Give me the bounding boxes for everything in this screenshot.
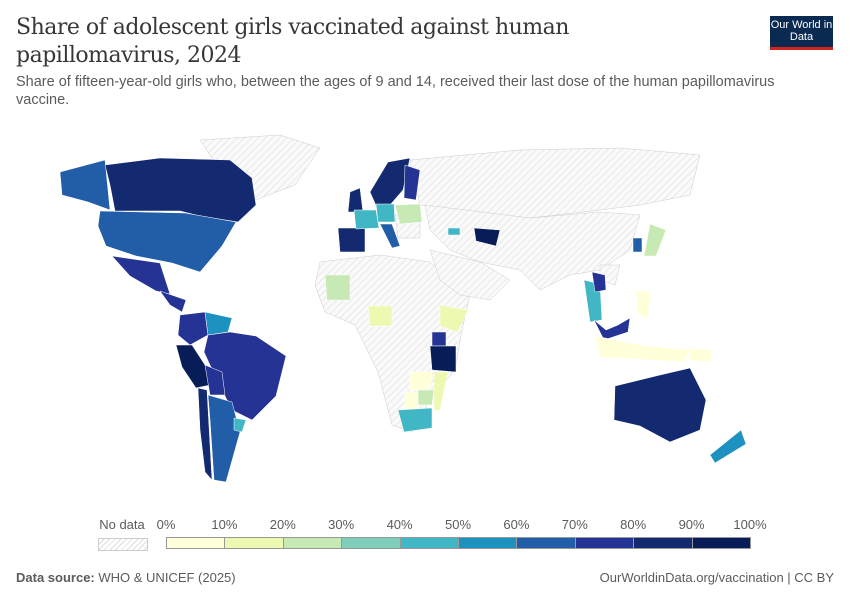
- country-philippines[interactable]: [635, 289, 651, 319]
- legend-bin[interactable]: [166, 537, 226, 549]
- country-nigeria[interactable]: [367, 305, 393, 327]
- country-uk[interactable]: [347, 187, 364, 213]
- country-chile[interactable]: [197, 387, 213, 481]
- country-germany[interactable]: [375, 203, 396, 223]
- country-georgia[interactable]: [447, 227, 461, 236]
- legend-tick: 30%: [328, 517, 355, 532]
- country-tanzania[interactable]: [429, 345, 457, 373]
- country-canada[interactable]: [104, 157, 257, 223]
- country-south-africa[interactable]: [397, 407, 433, 433]
- legend: No data 0% 10% 20% 30% 40% 50% 60% 70% 80% 90% 100…: [0, 515, 850, 555]
- legend-bin[interactable]: [224, 537, 284, 549]
- source-label: Data source:: [16, 570, 95, 585]
- country-scandinavia[interactable]: [369, 157, 411, 211]
- country-eastern-europe[interactable]: [394, 203, 423, 225]
- country-bolivia[interactable]: [204, 364, 226, 396]
- country-mozambique[interactable]: [433, 371, 449, 411]
- source-value: WHO & UNICEF (2025): [98, 570, 236, 585]
- country-central-america[interactable]: [159, 290, 187, 313]
- country-italy[interactable]: [379, 223, 401, 249]
- legend-tick: 90%: [678, 517, 705, 532]
- country-mali[interactable]: [324, 274, 351, 301]
- country-ethiopia[interactable]: [439, 304, 469, 333]
- legend-no-data-label: No data: [99, 517, 145, 532]
- country-zambia[interactable]: [409, 371, 433, 391]
- chart-subtitle: Share of fifteen-year-old girls who, bet…: [16, 74, 775, 108]
- chart-title: Share of adolescent girls vaccinated aga…: [16, 15, 569, 68]
- legend-bin[interactable]: [633, 537, 693, 549]
- country-no-data[interactable]: [429, 249, 511, 301]
- legend-tick: 10%: [211, 517, 238, 532]
- country-laos[interactable]: [591, 271, 607, 293]
- legend-bin[interactable]: [516, 537, 576, 549]
- legend-tick: 60%: [503, 517, 530, 532]
- legend-bin[interactable]: [574, 537, 635, 549]
- country-indonesia[interactable]: [594, 335, 691, 363]
- country-france[interactable]: [353, 209, 380, 230]
- footer-url[interactable]: OurWorldinData.org/vaccination | CC BY: [599, 570, 834, 585]
- country-botswana[interactable]: [404, 391, 419, 411]
- legend-tick: 100%: [733, 517, 767, 532]
- legend-tick: 70%: [561, 517, 588, 532]
- legend-tick: 50%: [444, 517, 472, 532]
- country-mexico[interactable]: [111, 255, 171, 295]
- country-korea[interactable]: [632, 237, 643, 253]
- legend-bin[interactable]: [458, 537, 518, 549]
- legend-tick: 0%: [156, 517, 176, 532]
- country-australia[interactable]: [613, 367, 707, 443]
- country-no-data[interactable]: [424, 204, 641, 291]
- country-uruguay[interactable]: [233, 417, 247, 433]
- legend-tick: 20%: [269, 517, 296, 532]
- country-uganda[interactable]: [431, 331, 447, 347]
- owid-logo[interactable]: Our World in Data: [770, 16, 833, 50]
- country-finland[interactable]: [403, 164, 421, 201]
- country-uzbekistan[interactable]: [473, 227, 501, 247]
- country-usa[interactable]: [97, 210, 237, 273]
- country-png[interactable]: [689, 347, 713, 363]
- country-japan[interactable]: [643, 223, 667, 257]
- country-new-zealand[interactable]: [709, 429, 747, 464]
- country-no-data[interactable]: [409, 147, 701, 219]
- country-venezuela[interactable]: [204, 311, 233, 336]
- legend-tick: 80%: [620, 517, 647, 532]
- legend-bin[interactable]: [341, 537, 401, 549]
- country-colombia[interactable]: [177, 311, 209, 346]
- legend-tick: 40%: [386, 517, 413, 532]
- legend-bin[interactable]: [691, 537, 751, 549]
- country-argentina[interactable]: [207, 394, 241, 483]
- legend-bin[interactable]: [282, 537, 343, 549]
- country-brazil[interactable]: [203, 331, 287, 421]
- data-source: Data source: WHO & UNICEF (2025): [16, 570, 236, 585]
- country-zimbabwe[interactable]: [417, 389, 435, 406]
- legend-no-data-swatch: [98, 538, 148, 551]
- country-iberia[interactable]: [337, 227, 366, 253]
- country-alaska[interactable]: [59, 159, 111, 211]
- world-map[interactable]: [0, 130, 850, 510]
- legend-bin[interactable]: [399, 537, 459, 549]
